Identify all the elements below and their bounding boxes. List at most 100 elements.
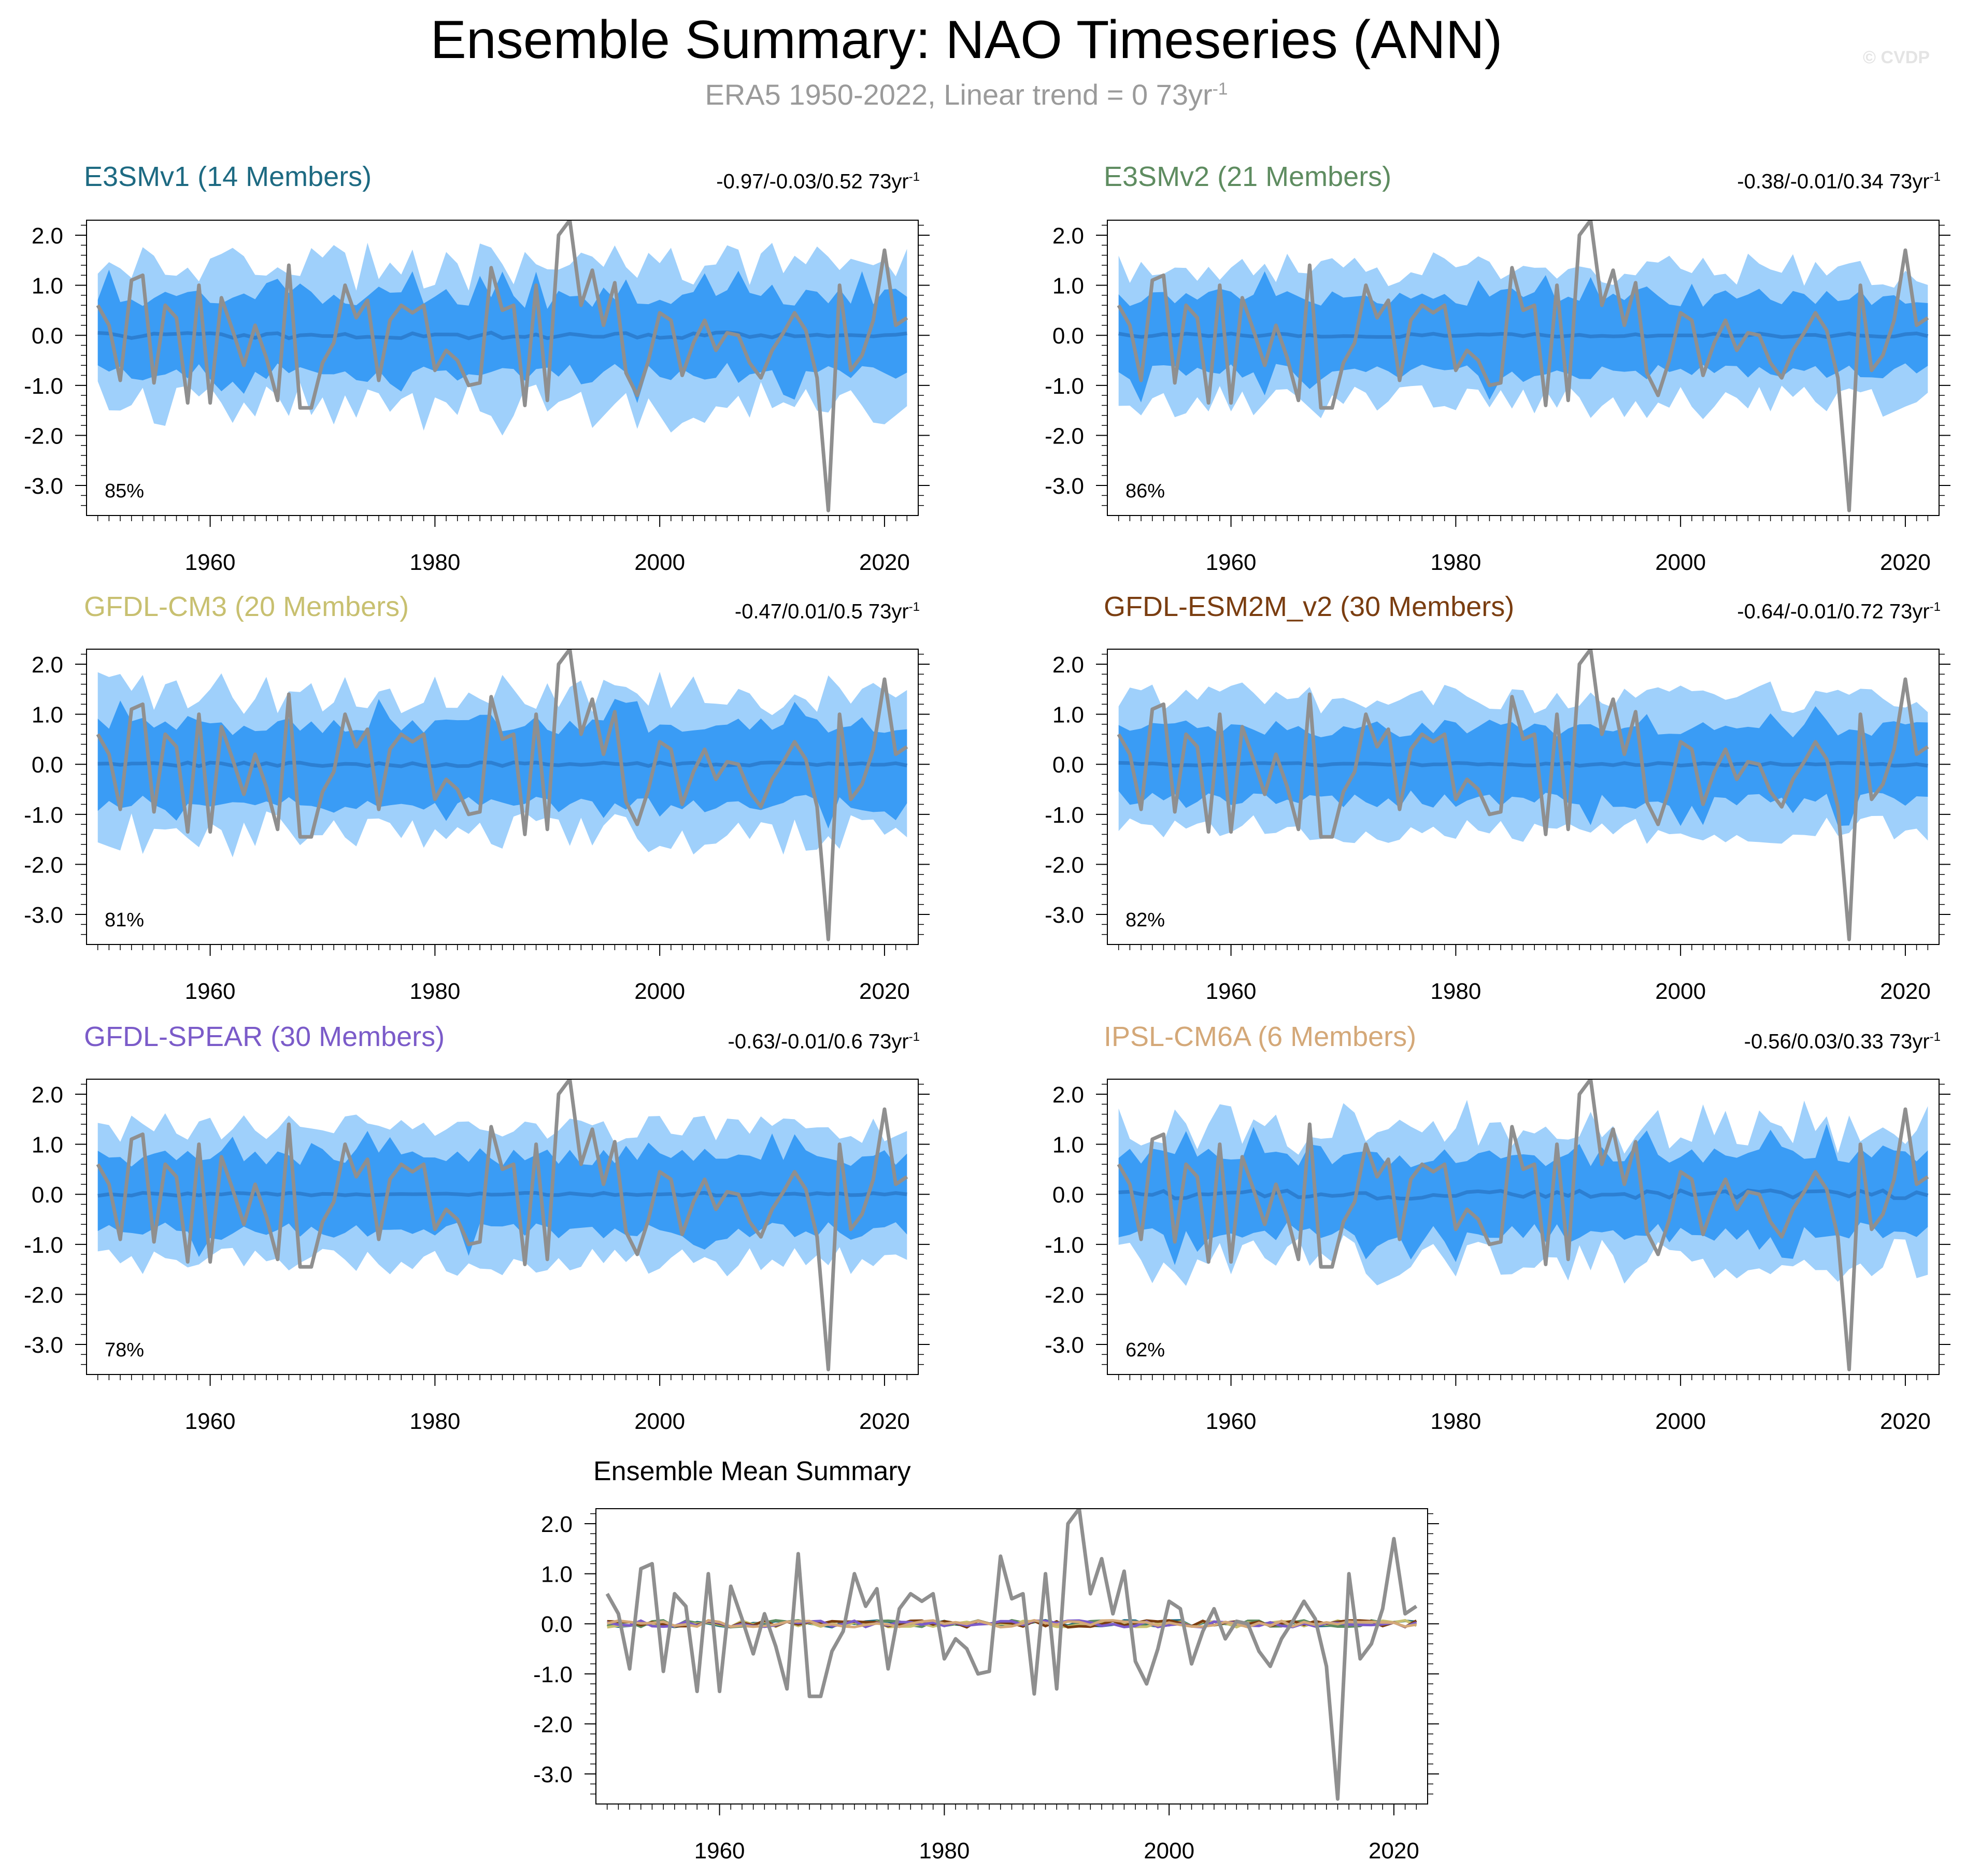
x-tick-label: 2020 <box>1880 979 1931 1004</box>
chart-panel-4: 2.0 1.0 0.0 -1.0 -2.0 -3.0 1960 1980 2000 2020 82% <box>1045 649 1950 1004</box>
panel-stats-text: -0.47/0.01/0.5 73yr <box>734 600 909 623</box>
x-tick-label: 1980 <box>919 1838 970 1864</box>
x-tick-label: 1960 <box>185 550 236 575</box>
percent-label: 82% <box>1126 909 1165 931</box>
inner-spread-band <box>97 699 907 829</box>
panel-stats-exponent: -1 <box>1929 1030 1941 1044</box>
y-tick-label: 2.0 <box>32 652 63 678</box>
y-tick-label: -1.0 <box>1045 803 1084 828</box>
page-title: Ensemble Summary: NAO Timeseries (ANN) <box>430 10 1503 70</box>
chart-panel-2: 2.0 1.0 0.0 -1.0 -2.0 -3.0 1960 1980 2000 2020 86% <box>1045 220 1950 575</box>
x-tick-label: 2000 <box>1655 1409 1706 1434</box>
page-subtitle: ERA5 1950-2022, Linear trend = 0 73yr-1 <box>0 78 1933 111</box>
y-tick-label: -1.0 <box>1045 1233 1084 1258</box>
plot-area <box>96 220 908 512</box>
y-tick-label: -1.0 <box>24 803 63 828</box>
observed-line <box>605 1509 1418 1801</box>
y-tick-label: -2.0 <box>24 1282 63 1308</box>
plot-frame <box>595 1508 1428 1805</box>
y-tick-label: 0.0 <box>32 1182 63 1208</box>
chart-panel-1: 2.0 1.0 0.0 -1.0 -2.0 -3.0 1960 1980 2000 2020 85% <box>24 220 930 575</box>
subtitle-text: ERA5 1950-2022, Linear trend = 0 73yr <box>705 78 1213 111</box>
panel-stats-exponent: -1 <box>908 1030 920 1044</box>
panel-title: E3SMv2 (21 Members) <box>1104 161 1392 192</box>
panel-stats-exponent: -1 <box>908 600 920 614</box>
observed-line <box>1117 1079 1929 1371</box>
y-tick-label: -3.0 <box>1045 903 1084 928</box>
panel-stats: -0.64/-0.01/0.72 73yr-1 <box>1737 600 1941 623</box>
y-tick-label: -3.0 <box>1045 1333 1084 1358</box>
x-tick-label: 2000 <box>634 550 685 575</box>
panel-stats: -0.97/-0.03/0.52 73yr-1 <box>716 170 920 193</box>
y-tick-label: 1.0 <box>1052 1133 1084 1158</box>
summary-title: Ensemble Mean Summary <box>593 1456 911 1486</box>
panel-stats-text: -0.38/-0.01/0.34 73yr <box>1737 170 1930 193</box>
chart-panel-5: 2.0 1.0 0.0 -1.0 -2.0 -3.0 1960 1980 2000 2020 78% <box>24 1079 930 1434</box>
x-tick-label: 1960 <box>1206 979 1257 1004</box>
observed-line <box>96 220 908 512</box>
y-tick-label: 2.0 <box>1052 652 1084 678</box>
x-tick-label: 1980 <box>409 1409 460 1434</box>
x-tick-label: 2000 <box>634 1409 685 1434</box>
y-tick-label: -3.0 <box>1045 474 1084 499</box>
y-tick-label: -1.0 <box>24 1233 63 1258</box>
y-tick-label: -2.0 <box>1045 852 1084 878</box>
percent-label: 62% <box>1126 1339 1165 1361</box>
observed-line <box>96 649 908 941</box>
y-tick-label: 0.0 <box>32 323 63 349</box>
chart-panel-6: 2.0 1.0 0.0 -1.0 -2.0 -3.0 1960 1980 2000 2020 62% <box>1045 1079 1950 1434</box>
y-tick-label: -3.0 <box>24 474 63 499</box>
y-tick-label: 0.0 <box>541 1612 573 1637</box>
ensemble-mean-line <box>97 761 908 768</box>
y-tick-label: -1.0 <box>533 1662 573 1687</box>
y-tick-label: 0.0 <box>1052 1182 1084 1208</box>
panel-stats-text: -0.56/0.03/0.33 73yr <box>1744 1030 1930 1053</box>
y-tick-label: -2.0 <box>1045 423 1084 449</box>
panel-title: GFDL-ESM2M_v2 (30 Members) <box>1104 591 1515 622</box>
x-tick-label: 1960 <box>185 979 236 1004</box>
panel-stats: -0.38/-0.01/0.34 73yr-1 <box>1737 170 1941 193</box>
panel-stats-text: -0.97/-0.03/0.52 73yr <box>716 170 909 193</box>
x-tick-label: 2020 <box>859 1409 910 1434</box>
panel-stats: -0.56/0.03/0.33 73yr-1 <box>1744 1030 1941 1053</box>
percent-label: 81% <box>105 909 144 931</box>
x-tick-label: 2000 <box>634 979 685 1004</box>
y-tick-label: 0.0 <box>1052 752 1084 778</box>
y-tick-label: -3.0 <box>24 903 63 928</box>
observed-line <box>1117 220 1929 512</box>
x-tick-label: 2000 <box>1655 550 1706 575</box>
ensemble-mean-line <box>1118 331 1929 339</box>
ensemble-mean-line <box>97 330 907 340</box>
inner-spread-band <box>1118 1124 1928 1265</box>
x-tick-label: 2000 <box>1655 979 1706 1004</box>
x-tick-label: 1980 <box>1430 979 1481 1004</box>
x-tick-label: 2020 <box>1369 1838 1419 1864</box>
y-tick-label: 2.0 <box>32 1082 63 1108</box>
y-tick-label: -1.0 <box>24 374 63 399</box>
copyright-watermark: © CVDP <box>1863 48 1930 67</box>
x-tick-label: 1980 <box>409 979 460 1004</box>
plot-area <box>1117 1079 1929 1371</box>
y-tick-label: -1.0 <box>1045 374 1084 399</box>
panel-title: IPSL-CM6A (6 Members) <box>1104 1021 1417 1052</box>
percent-label: 86% <box>1126 480 1165 502</box>
y-tick-label: 2.0 <box>1052 223 1084 249</box>
percent-label: 78% <box>105 1339 144 1361</box>
x-tick-label: 2020 <box>1880 550 1931 575</box>
panel-stats-text: -0.63/-0.01/0.6 73yr <box>728 1030 909 1053</box>
x-tick-label: 1960 <box>185 1409 236 1434</box>
y-tick-label: -2.0 <box>533 1712 573 1737</box>
y-tick-label: 1.0 <box>32 274 63 299</box>
panel-stats-exponent: -1 <box>1929 170 1941 184</box>
y-tick-label: -2.0 <box>1045 1282 1084 1308</box>
x-tick-label: 1980 <box>1430 1409 1481 1434</box>
y-tick-label: -2.0 <box>24 423 63 449</box>
observed-line <box>96 1079 908 1371</box>
y-tick-label: 1.0 <box>1052 274 1084 299</box>
model-mean-line-6 <box>607 1619 1417 1629</box>
y-tick-label: 2.0 <box>541 1512 573 1537</box>
x-tick-label: 1980 <box>1430 550 1481 575</box>
x-tick-label: 1960 <box>694 1838 745 1864</box>
plot-area <box>1117 649 1929 941</box>
